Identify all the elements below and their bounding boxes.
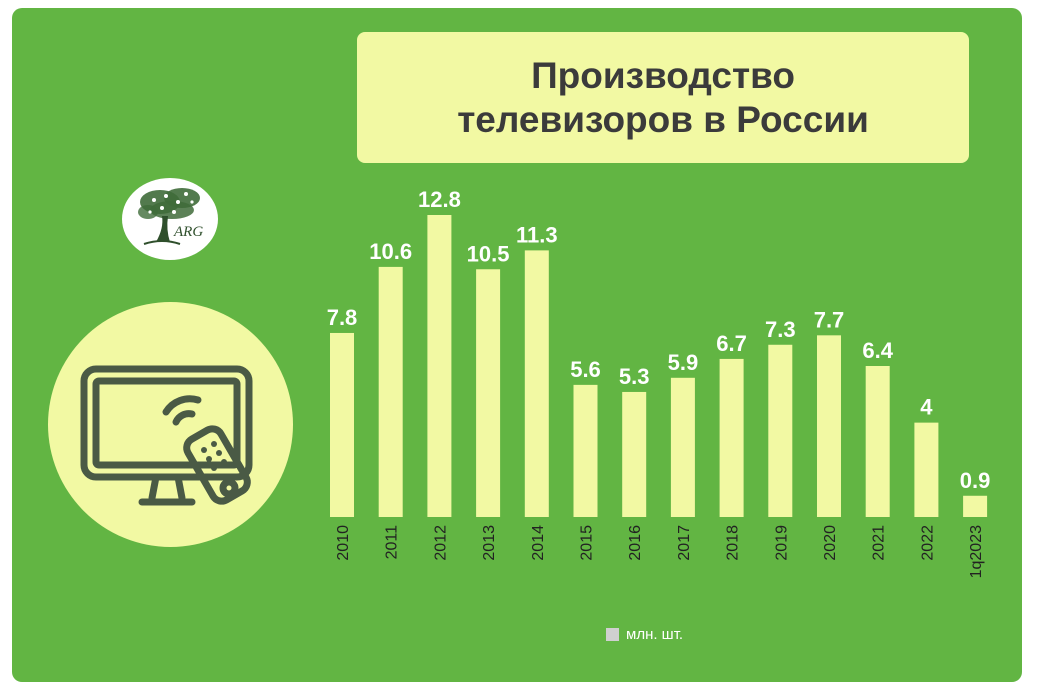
legend: млн. шт. [606, 626, 683, 643]
x-tick-2021: 2021 [871, 525, 888, 561]
bar-2011 [378, 266, 403, 517]
data-label-1q2023: 0.9 [960, 468, 991, 493]
bar-2017 [670, 377, 695, 517]
bar-2010 [330, 332, 354, 517]
data-label-2021: 6.4 [862, 338, 893, 363]
data-label-2012: 12.8 [418, 187, 461, 212]
bar-2018 [719, 358, 744, 517]
legend-swatch [606, 628, 619, 641]
x-tick-2020: 2020 [822, 525, 839, 561]
bar-1q2023 [963, 495, 988, 517]
x-tick-2010: 2010 [335, 525, 352, 561]
data-label-2022: 4 [920, 395, 933, 420]
data-label-2017: 5.9 [668, 350, 699, 375]
tree-icon [138, 188, 200, 245]
bars [330, 215, 988, 517]
chart-title-line1: Производство [531, 54, 795, 96]
bar-2020 [817, 335, 841, 517]
tv-remote-icon [80, 365, 253, 506]
bar-2022 [914, 422, 939, 517]
logo-text: ARG [174, 224, 204, 240]
legend-label: млн. шт. [626, 626, 684, 643]
bar-2013 [476, 269, 501, 517]
x-tick-2019: 2019 [773, 525, 790, 561]
x-tick-2011: 2011 [384, 525, 401, 560]
tv-illustration [48, 302, 293, 547]
x-tick-1q2023: 1q2023 [968, 525, 985, 578]
bar-2015 [573, 384, 598, 517]
x-tick-2017: 2017 [676, 525, 693, 561]
data-label-2014: 11.3 [516, 222, 558, 247]
data-label-2010: 7.8 [327, 305, 358, 330]
data-label-2020: 7.7 [814, 307, 845, 332]
x-axis-ticks: 2010 2011 2012 2013 2014 2015 2016 2017 2018 2019… [335, 525, 985, 578]
data-label-2013: 10.5 [467, 241, 510, 266]
bar-2012 [427, 215, 452, 517]
title-box: Производство телевизоров в России [357, 32, 969, 163]
data-label-2015: 5.6 [570, 357, 601, 382]
x-tick-2018: 2018 [725, 525, 742, 561]
x-tick-2016: 2016 [627, 525, 644, 561]
data-labels: 7.8 10.6 12.8 10.511.3 5.6 5.3 5.9 6.7 7.3 7.7 6.4… [327, 187, 991, 493]
data-label-2018: 6.7 [716, 331, 747, 356]
x-tick-2022: 2022 [919, 525, 936, 561]
arg-logo: ARG [122, 178, 218, 260]
x-tick-2013: 2013 [481, 525, 498, 561]
x-tick-2012: 2012 [432, 525, 449, 561]
x-tick-2015: 2015 [579, 525, 596, 561]
data-label-2016: 5.3 [619, 364, 650, 389]
bar-2016 [622, 391, 647, 517]
data-label-2011: 10.6 [369, 239, 412, 264]
bar-2019 [768, 344, 793, 517]
x-tick-2014: 2014 [530, 525, 547, 561]
bar-2021 [865, 366, 890, 517]
chart-title-line2: телевизоров в России [457, 98, 869, 140]
data-label-2019: 7.3 [765, 317, 796, 342]
bar-2014 [524, 250, 549, 517]
